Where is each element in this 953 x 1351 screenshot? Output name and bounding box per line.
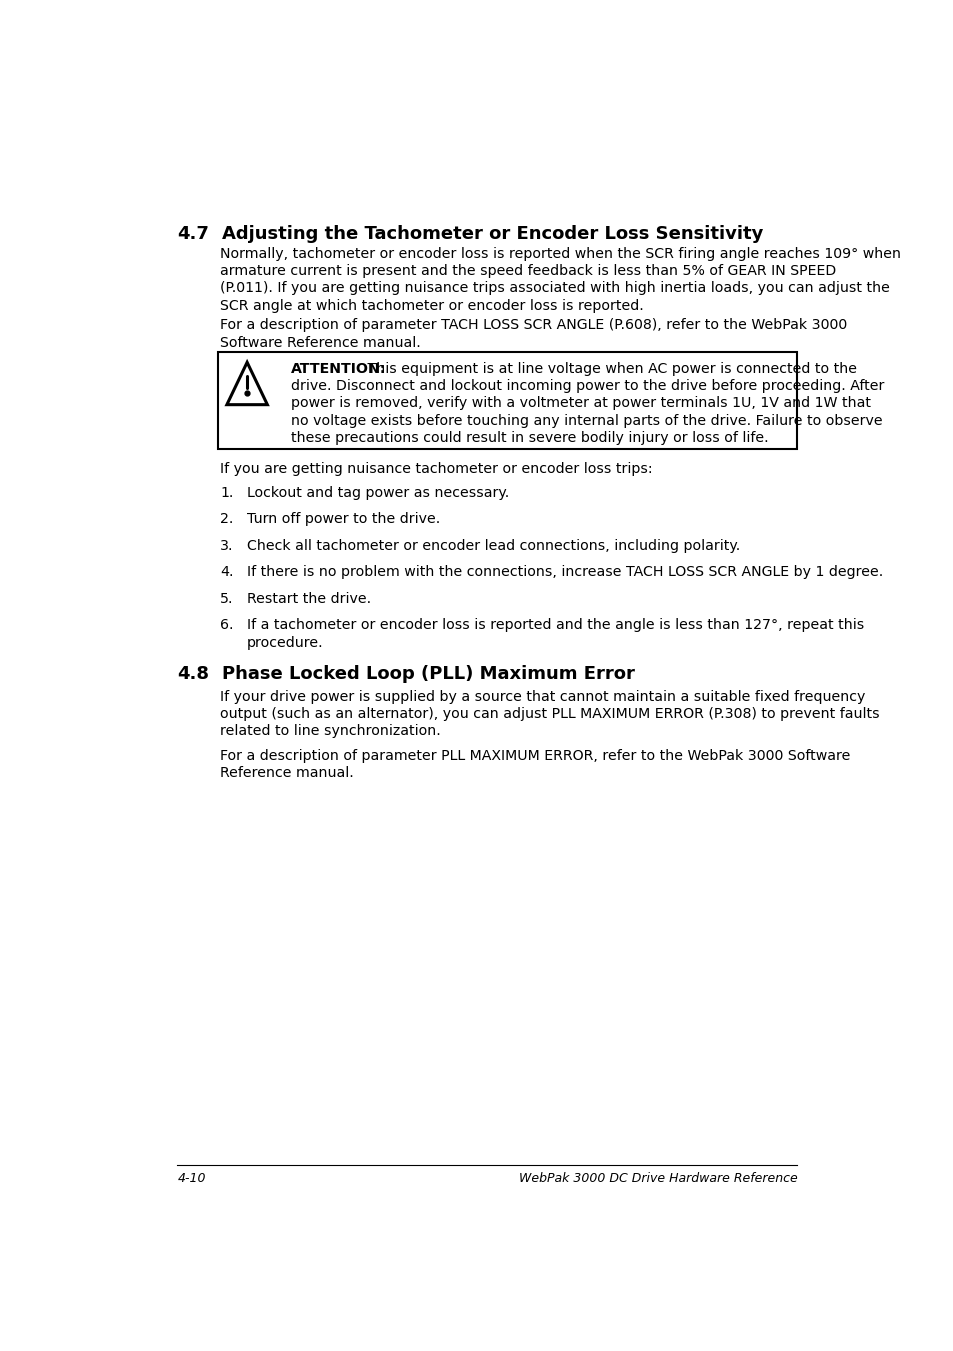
Text: power is removed, verify with a voltmeter at power terminals 1U, 1V and 1W that: power is removed, verify with a voltmete…: [291, 396, 870, 411]
Text: Adjusting the Tachometer or Encoder Loss Sensitivity: Adjusting the Tachometer or Encoder Loss…: [222, 226, 763, 243]
Text: Reference manual.: Reference manual.: [220, 766, 354, 780]
Text: For a description of parameter PLL MAXIMUM ERROR, refer to the WebPak 3000 Softw: For a description of parameter PLL MAXIM…: [220, 748, 849, 763]
Text: 4.7: 4.7: [177, 226, 209, 243]
FancyBboxPatch shape: [217, 351, 797, 449]
Text: (P.011). If you are getting nuisance trips associated with high inertia loads, y: (P.011). If you are getting nuisance tri…: [220, 281, 889, 296]
Text: 4.8: 4.8: [177, 665, 209, 682]
Text: Check all tachometer or encoder lead connections, including polarity.: Check all tachometer or encoder lead con…: [247, 539, 740, 553]
Text: 4-10: 4-10: [177, 1173, 206, 1185]
Text: Lockout and tag power as necessary.: Lockout and tag power as necessary.: [247, 485, 509, 500]
Text: Software Reference manual.: Software Reference manual.: [220, 336, 420, 350]
Text: Normally, tachometer or encoder loss is reported when the SCR firing angle reach: Normally, tachometer or encoder loss is …: [220, 247, 900, 261]
Text: Turn off power to the drive.: Turn off power to the drive.: [247, 512, 440, 526]
Text: 2.: 2.: [220, 512, 233, 526]
Text: armature current is present and the speed feedback is less than 5% of GEAR IN SP: armature current is present and the spee…: [220, 265, 836, 278]
Text: 4.: 4.: [220, 565, 233, 580]
Text: If you are getting nuisance tachometer or encoder loss trips:: If you are getting nuisance tachometer o…: [220, 462, 652, 477]
Text: 5.: 5.: [220, 592, 233, 605]
Text: Restart the drive.: Restart the drive.: [247, 592, 371, 605]
Text: For a description of parameter TACH LOSS SCR ANGLE (P.608), refer to the WebPak : For a description of parameter TACH LOSS…: [220, 319, 846, 332]
Text: If there is no problem with the connections, increase TACH LOSS SCR ANGLE by 1 d: If there is no problem with the connecti…: [247, 565, 882, 580]
Text: these precautions could result in severe bodily injury or loss of life.: these precautions could result in severe…: [291, 431, 768, 444]
Text: related to line synchronization.: related to line synchronization.: [220, 724, 440, 738]
Text: 1.: 1.: [220, 485, 233, 500]
Text: Phase Locked Loop (PLL) Maximum Error: Phase Locked Loop (PLL) Maximum Error: [222, 665, 635, 682]
Text: This equipment is at line voltage when AC power is connected to the: This equipment is at line voltage when A…: [362, 362, 856, 376]
Text: If a tachometer or encoder loss is reported and the angle is less than 127°, rep: If a tachometer or encoder loss is repor…: [247, 619, 863, 632]
Text: procedure.: procedure.: [247, 636, 323, 650]
Text: output (such as an alternator), you can adjust PLL MAXIMUM ERROR (P.308) to prev: output (such as an alternator), you can …: [220, 707, 879, 721]
Text: ATTENTION:: ATTENTION:: [291, 362, 386, 376]
Text: 6.: 6.: [220, 619, 233, 632]
Text: WebPak 3000 DC Drive Hardware Reference: WebPak 3000 DC Drive Hardware Reference: [518, 1173, 797, 1185]
Text: SCR angle at which tachometer or encoder loss is reported.: SCR angle at which tachometer or encoder…: [220, 299, 643, 313]
Text: drive. Disconnect and lockout incoming power to the drive before proceeding. Aft: drive. Disconnect and lockout incoming p…: [291, 378, 883, 393]
Text: If your drive power is supplied by a source that cannot maintain a suitable fixe: If your drive power is supplied by a sou…: [220, 689, 864, 704]
Text: 3.: 3.: [220, 539, 233, 553]
Text: no voltage exists before touching any internal parts of the drive. Failure to ob: no voltage exists before touching any in…: [291, 413, 882, 427]
